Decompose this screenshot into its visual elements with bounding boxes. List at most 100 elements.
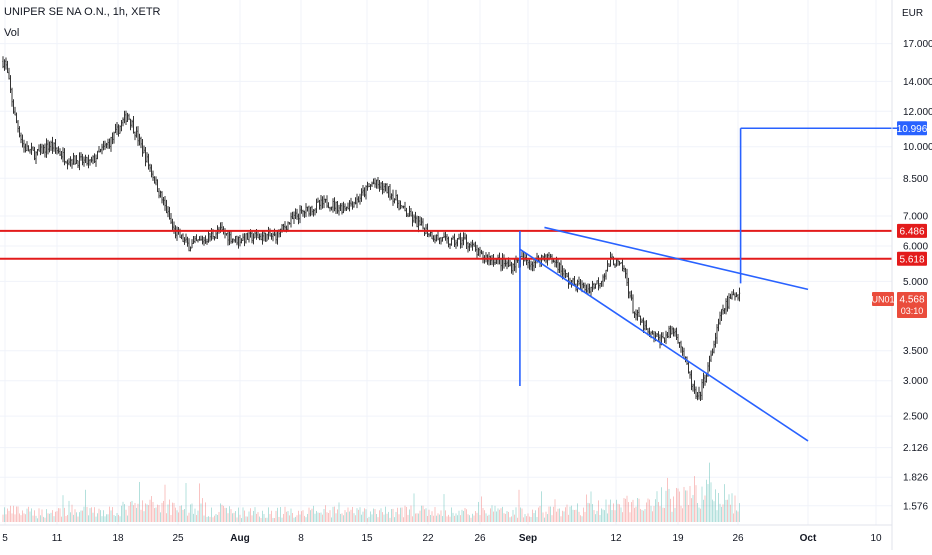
volume-bar (374, 509, 376, 522)
volume-bar (505, 513, 506, 522)
volume-bar (613, 503, 614, 522)
volume-bar (59, 508, 61, 522)
volume-bar (271, 510, 272, 522)
volume-bar (619, 504, 620, 522)
volume-bar (281, 517, 283, 522)
volume-bar (608, 504, 610, 522)
volume-bar (94, 507, 95, 522)
volume-bar (164, 484, 166, 522)
volume-bar (7, 508, 8, 522)
volume-bar (472, 513, 473, 522)
y-tick-label: 12.000 (903, 107, 932, 118)
volume-bar (113, 515, 115, 522)
volume-bar (737, 511, 739, 522)
volume-bar (517, 517, 518, 522)
x-tick-label: 11 (52, 533, 63, 544)
volume-bar (259, 516, 260, 522)
volume-bar (452, 512, 454, 522)
volume-bar (176, 510, 178, 522)
y-tick-label: 3.500 (903, 346, 928, 357)
volume-bar (85, 489, 86, 522)
volume-bar (670, 498, 671, 522)
volume-bar (695, 485, 697, 522)
volume-bar (649, 499, 650, 522)
volume-bar (586, 494, 587, 522)
volume-bar (332, 506, 334, 522)
volume-bar (653, 505, 655, 522)
volume-bar (286, 511, 287, 522)
volume-bar (35, 515, 37, 522)
volume-bar (545, 511, 547, 522)
volume-bar (11, 513, 13, 522)
volume-bar (151, 496, 152, 522)
volume-bar (667, 477, 668, 522)
volume-bar (584, 511, 586, 522)
volume-bar (424, 509, 425, 522)
volume-bar (76, 512, 77, 522)
volume-bar (449, 516, 451, 522)
volume-bar (568, 514, 569, 522)
volume-bar (206, 516, 208, 522)
volume-bar (191, 503, 193, 522)
volume-bar (56, 511, 58, 522)
volume-bar (635, 506, 637, 522)
volume-bar (199, 483, 200, 522)
volume-bar (376, 514, 377, 522)
volume-bar (707, 484, 709, 522)
volume-bar (236, 517, 238, 522)
volume-bar (629, 512, 631, 522)
volume-bar (394, 517, 395, 522)
y-tick-label: 7.000 (903, 212, 928, 223)
volume-bar (655, 499, 656, 522)
volume-bar (497, 508, 499, 522)
volume-bar (710, 482, 712, 522)
volume-bar (661, 487, 662, 522)
volume-bar (428, 509, 430, 522)
volume-bar (407, 514, 409, 522)
volume-bar (356, 508, 358, 522)
volume-bar (32, 515, 34, 522)
volume-bar (130, 501, 131, 522)
volume-bar (610, 499, 611, 522)
volume-bar (110, 510, 112, 522)
x-tick-label: 19 (672, 533, 684, 544)
volume-bar (440, 510, 442, 522)
volume-bar (71, 504, 73, 522)
level-label-badge (897, 251, 927, 266)
volume-bar (634, 507, 635, 522)
volume-bar (644, 509, 646, 522)
y-tick-label: 14.000 (903, 77, 932, 88)
volume-bar (380, 508, 382, 522)
volume-bar (307, 513, 308, 522)
volume-bar (691, 498, 692, 522)
volume-bar (2, 514, 4, 522)
volume-bar (73, 514, 74, 522)
volume-bar (386, 513, 388, 522)
volume-bar (443, 494, 445, 522)
volume-bar (272, 517, 274, 522)
volume-bar (725, 499, 727, 522)
volume-bar (485, 513, 487, 522)
volume-bar (514, 514, 515, 522)
volume-bar (494, 505, 496, 522)
volume-bar (727, 499, 728, 522)
y-tick-label: 8.500 (903, 174, 928, 185)
volume-bar (5, 514, 7, 522)
volume-bar (13, 505, 14, 522)
volume-bar (185, 483, 187, 522)
volume-bar (319, 512, 320, 522)
volume-indicator-label: Vol (4, 27, 20, 39)
volume-bar (34, 510, 35, 522)
volume-bar (697, 503, 698, 522)
candle-layer (2, 56, 741, 402)
lower-wedge-line[interactable] (519, 248, 809, 442)
volume-bar (418, 513, 419, 522)
volume-bar (91, 507, 92, 522)
upper-wedge-line[interactable] (544, 226, 809, 291)
volume-bar (406, 506, 407, 522)
volume-bar (598, 500, 599, 522)
volume-bar (664, 507, 665, 522)
